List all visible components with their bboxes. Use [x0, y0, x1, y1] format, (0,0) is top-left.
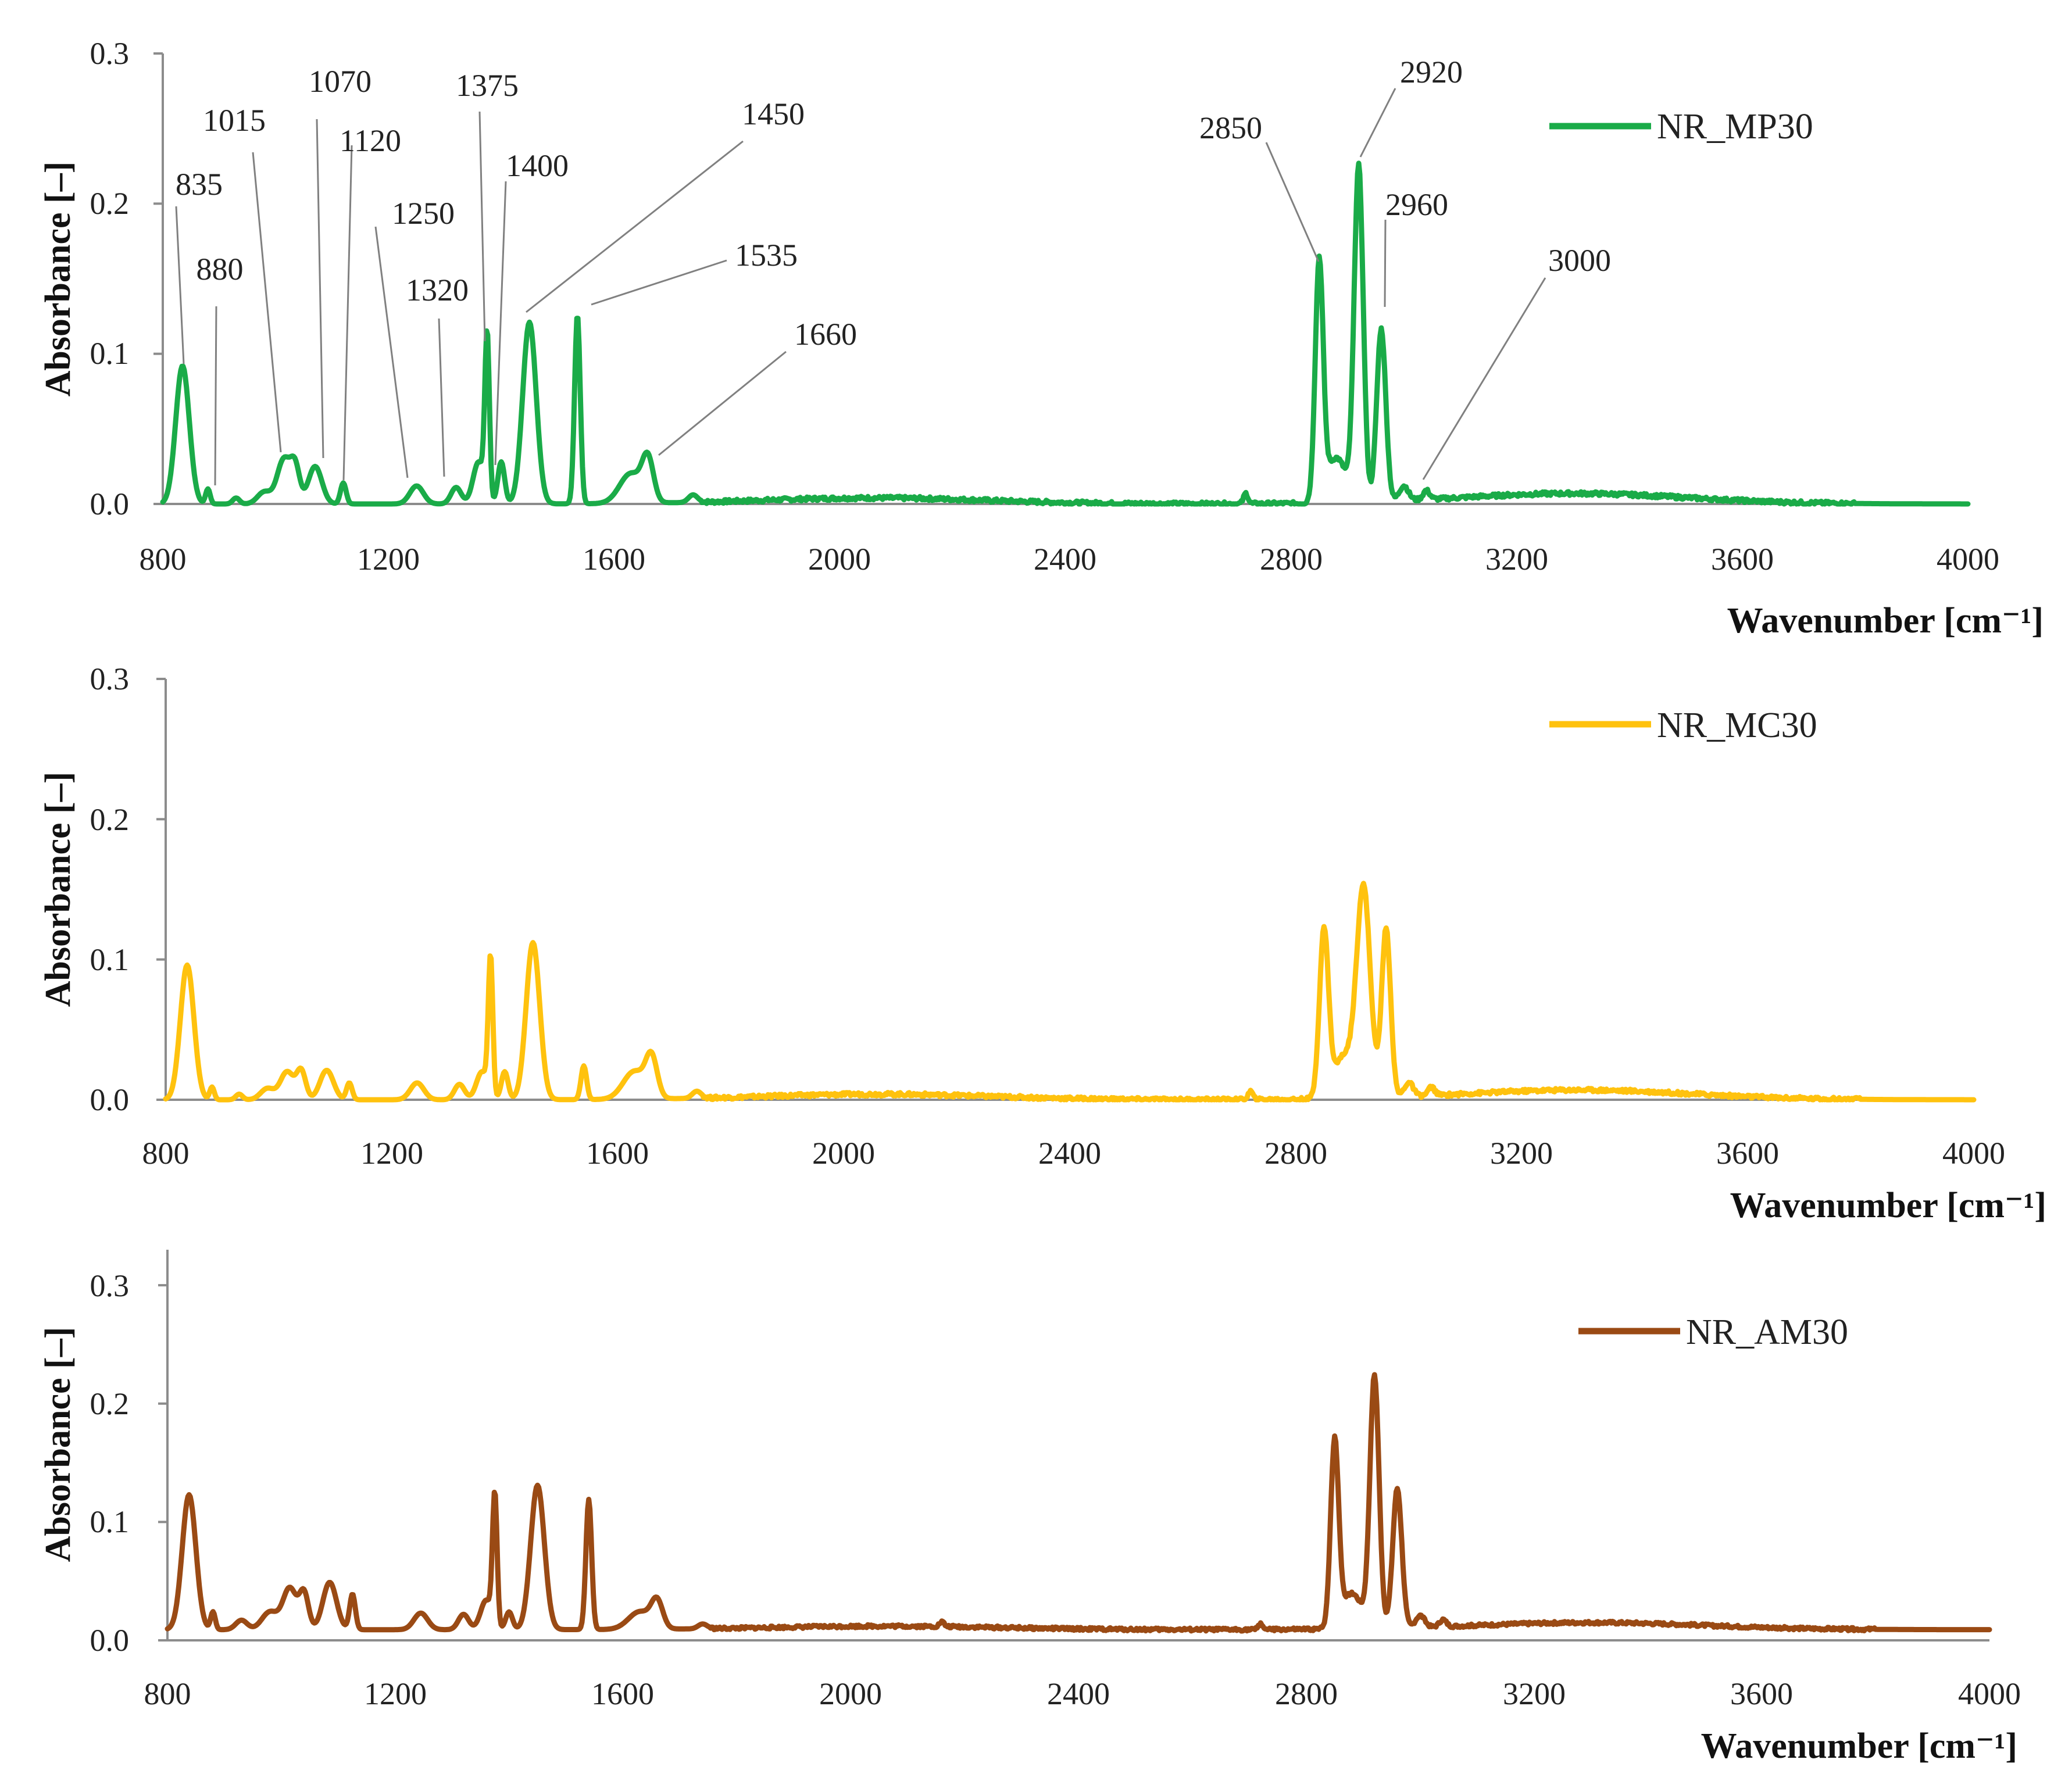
leader-line-1250 [374, 226, 409, 478]
y-tick-label: 0.3 [90, 1268, 130, 1303]
annotation-label-1320: 1320 [406, 273, 469, 307]
leader-line-1320 [438, 318, 445, 477]
x-tick-label: 2000 [808, 542, 871, 577]
x-tick-label: 1600 [586, 1136, 649, 1171]
x-tick-labels: 800 1200 1600 2000 2400 2800 3200 3600 4… [144, 1676, 2021, 1711]
leader-line-1660 [658, 351, 787, 456]
y-tick-label: 0.1 [90, 1504, 130, 1539]
leader-line-2920 [1359, 88, 1396, 158]
leader-line-1015 [252, 152, 282, 453]
tick-marks [158, 1284, 167, 1641]
tick-marks [153, 52, 163, 505]
y-tick-label: 0.3 [90, 661, 130, 696]
y-tick-labels: 0.0 0.1 0.2 0.3 [90, 661, 130, 1117]
annotation-label-2850: 2850 [1199, 110, 1262, 145]
x-tick-label: 1600 [583, 542, 645, 577]
x-tick-labels: 800 1200 1600 2000 2400 2800 3200 3600 4… [142, 1136, 2006, 1171]
annotation-label-1375: 1375 [456, 68, 519, 103]
x-tick-label: 1600 [591, 1676, 654, 1711]
leader-line-1400 [494, 181, 507, 466]
leader-line-835 [175, 206, 185, 364]
annotation-label-1070: 1070 [309, 64, 371, 99]
peak-annotations: 835 880 1015 1070 1120 1250 1320 1375 14… [175, 55, 1611, 486]
panel-nr-mc30: 0.0 0.1 0.2 0.3 800 1200 1600 2000 2400 … [38, 661, 2046, 1225]
x-axis-title: Wavenumber [cm⁻¹] [1727, 601, 2044, 641]
x-tick-label: 4000 [1958, 1676, 2021, 1711]
x-tick-label: 2800 [1260, 542, 1323, 577]
legend: NR_AM30 [1578, 1312, 1848, 1352]
y-tick-labels: 0.0 0.1 0.2 0.3 [90, 1268, 130, 1658]
x-tick-label: 3200 [1490, 1136, 1553, 1171]
tick-marks [156, 678, 166, 1101]
x-tick-label: 2400 [1038, 1136, 1101, 1171]
x-tick-label: 3200 [1503, 1676, 1566, 1711]
y-tick-label: 0.1 [90, 942, 130, 977]
y-tick-label: 0.0 [90, 1623, 130, 1658]
annotation-label-3000: 3000 [1548, 243, 1611, 278]
annotation-label-880: 880 [197, 252, 244, 287]
y-tick-label: 0.0 [90, 487, 130, 521]
leader-line-1375 [478, 111, 486, 342]
leader-line-880 [214, 306, 217, 486]
leader-line-1070 [316, 119, 324, 459]
annotation-label-1535: 1535 [735, 238, 798, 273]
annotation-label-1120: 1120 [340, 123, 401, 158]
panel-nr-mp30: 0.0 0.1 0.2 0.3 800 1200 1600 2000 2400 … [38, 36, 2044, 641]
y-tick-labels: 0.0 0.1 0.2 0.3 [90, 36, 130, 521]
leader-line-1535 [591, 259, 727, 306]
x-tick-label: 2800 [1264, 1136, 1327, 1171]
y-axis-title: Absorbance [–] [38, 162, 78, 397]
x-tick-label: 2000 [819, 1676, 882, 1711]
series-line-nr-mc30 [163, 881, 1977, 1103]
leader-line-2850 [1265, 142, 1320, 262]
y-axis-title: Absorbance [–] [38, 1327, 78, 1562]
x-tick-label: 2400 [1047, 1676, 1110, 1711]
annotation-label-1400: 1400 [506, 148, 569, 183]
x-tick-label: 2800 [1275, 1676, 1338, 1711]
x-tick-label: 1200 [364, 1676, 427, 1711]
leader-line-1120 [342, 145, 353, 481]
x-axis-title: Wavenumber [cm⁻¹] [1701, 1726, 2017, 1766]
y-axis-title: Absorbance [–] [38, 772, 78, 1007]
series-line-nr-am30 [165, 1372, 1992, 1634]
legend: NR_MP30 [1549, 107, 1813, 146]
y-tick-label: 0.3 [90, 36, 130, 71]
leader-line-1450 [526, 140, 744, 313]
x-tick-label: 800 [144, 1676, 191, 1711]
x-tick-label: 3600 [1711, 542, 1774, 577]
annotation-label-1015: 1015 [203, 103, 266, 138]
x-tick-label: 800 [140, 542, 187, 577]
y-tick-label: 0.1 [90, 336, 130, 371]
series-line-nr-mp30 [160, 160, 1971, 507]
y-tick-label: 0.2 [90, 186, 130, 221]
x-tick-label: 2000 [812, 1136, 875, 1171]
x-tick-label: 4000 [1942, 1136, 2005, 1171]
annotation-label-835: 835 [176, 167, 223, 202]
y-tick-label: 0.2 [90, 1386, 130, 1421]
x-axis-title: Wavenumber [cm⁻¹] [1730, 1186, 2046, 1225]
x-tick-label: 3600 [1730, 1676, 1793, 1711]
annotation-label-2960: 2960 [1385, 187, 1448, 222]
y-tick-label: 0.0 [90, 1082, 130, 1117]
annotation-label-2920: 2920 [1400, 55, 1463, 90]
y-tick-label: 0.2 [90, 802, 130, 837]
x-tick-label: 2400 [1034, 542, 1096, 577]
legend-label-nr-mp30: NR_MP30 [1657, 107, 1813, 146]
annotation-label-1250: 1250 [392, 196, 455, 231]
leader-line-3000 [1422, 277, 1546, 480]
x-tick-label: 1200 [357, 542, 420, 577]
panel-nr-am30: 0.0 0.1 0.2 0.3 800 1200 1600 2000 2400 … [38, 1250, 2021, 1766]
legend-label-nr-am30: NR_AM30 [1686, 1312, 1848, 1352]
x-tick-labels: 800 1200 1600 2000 2400 2800 3200 3600 4… [140, 542, 2000, 577]
legend: NR_MC30 [1549, 706, 1817, 745]
x-tick-label: 800 [142, 1136, 190, 1171]
annotation-label-1450: 1450 [742, 96, 805, 131]
annotation-label-1660: 1660 [794, 317, 857, 352]
x-tick-label: 3600 [1716, 1136, 1779, 1171]
legend-label-nr-mc30: NR_MC30 [1657, 706, 1817, 745]
x-tick-label: 4000 [1937, 542, 1999, 577]
x-tick-label: 1200 [360, 1136, 423, 1171]
x-tick-label: 3200 [1485, 542, 1548, 577]
